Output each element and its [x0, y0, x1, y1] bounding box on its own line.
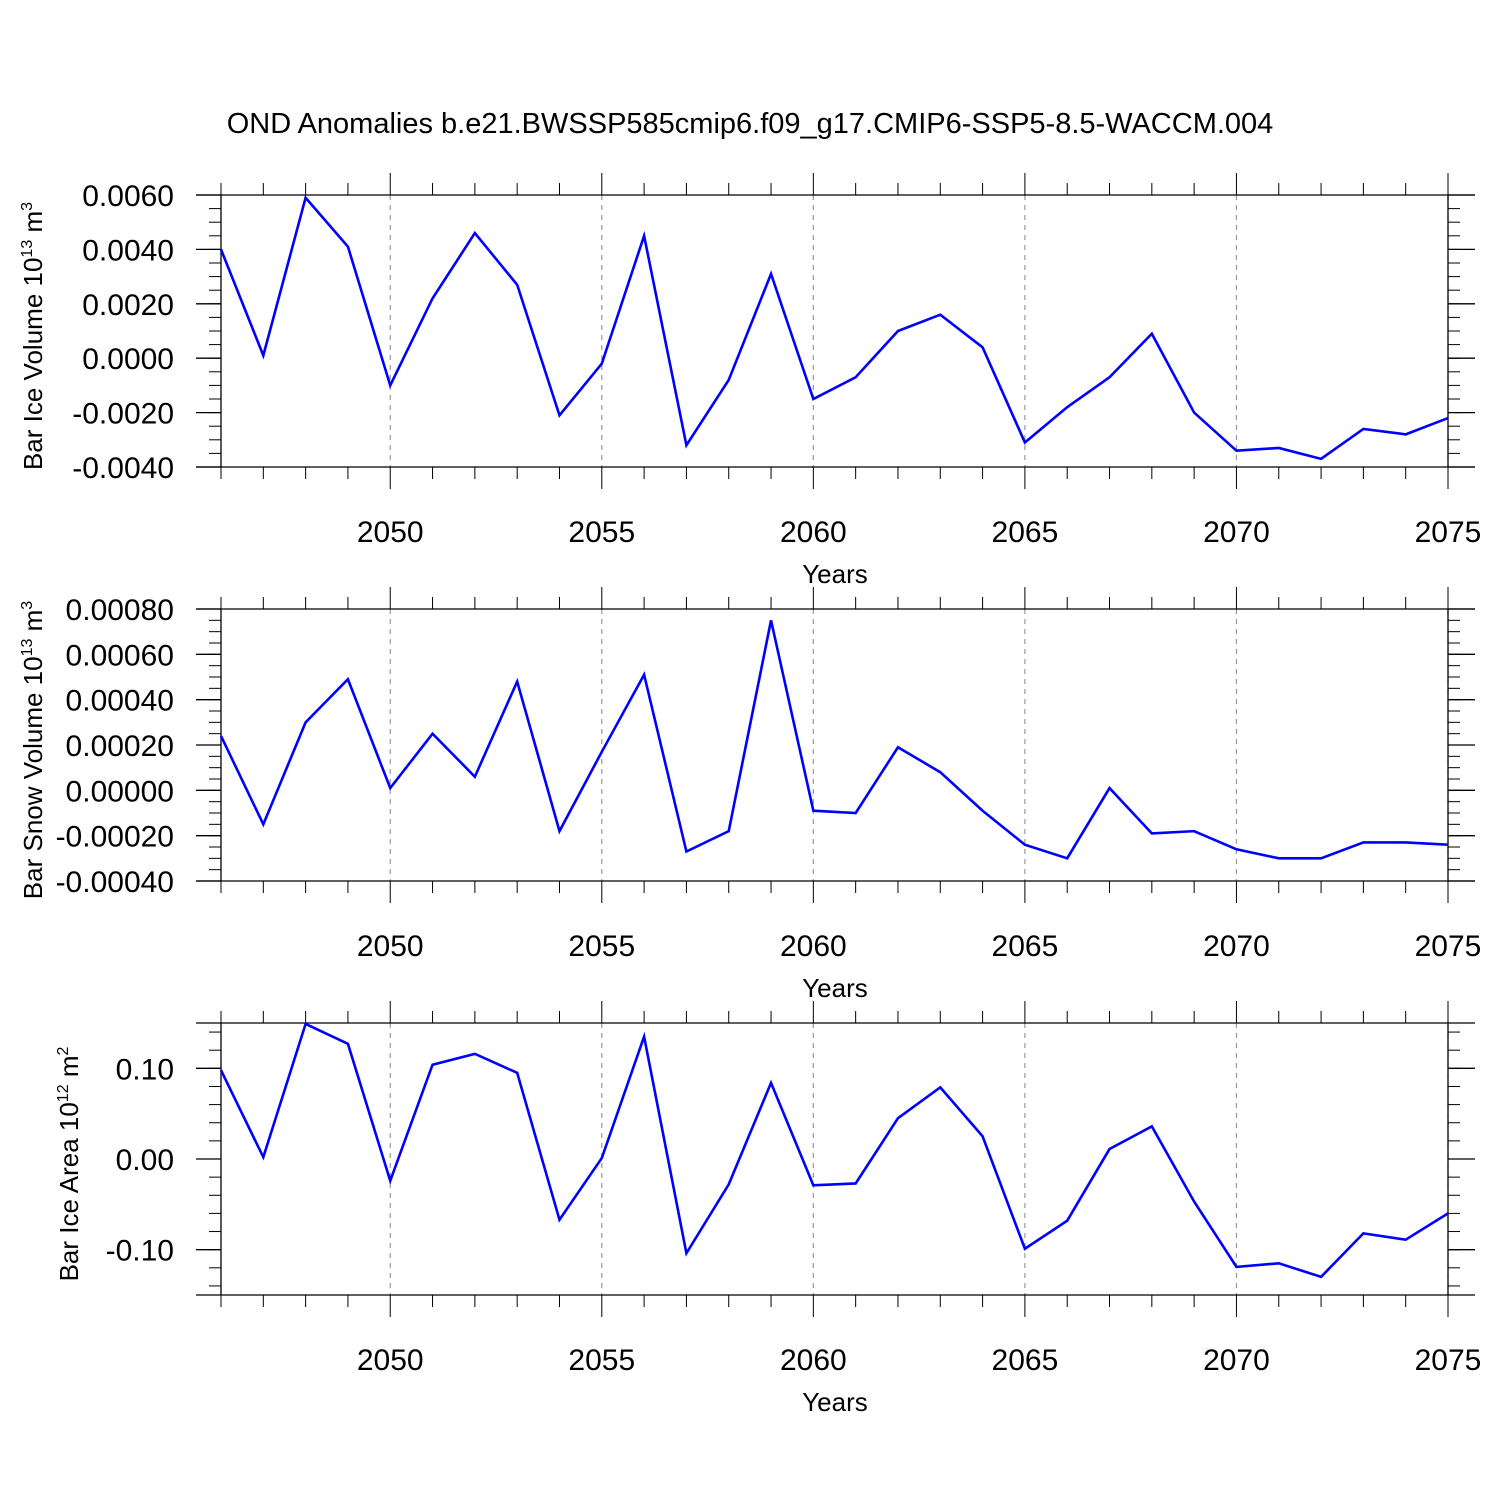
x-tick-label: 2075 — [1415, 1344, 1482, 1377]
x-tick-label: 2055 — [568, 930, 635, 963]
y-axis-title-superscript: 2 — [55, 1046, 72, 1055]
x-tick-label: 2055 — [568, 1344, 635, 1377]
x-tick-label: 2070 — [1203, 516, 1270, 549]
y-axis-title-part: m — [18, 610, 48, 639]
y-tick-label: -0.0020 — [72, 398, 174, 431]
y-axis-title: Bar Snow Volume 1013 m3 — [18, 601, 48, 900]
x-tick-label: 2060 — [780, 516, 847, 549]
x-tick-label: 2065 — [992, 1344, 1059, 1377]
x-tick-label: 2060 — [780, 1344, 847, 1377]
y-axis-title-superscript: 3 — [19, 601, 36, 610]
panel-ice-area: -0.10 0.00 0.10 2050 2055 2060 2065 2070 2075 Yea… — [54, 1001, 1481, 1417]
y-tick-label: -0.10 — [106, 1235, 174, 1268]
y-tick-label: -0.0040 — [72, 452, 174, 485]
y-tick-label: 0.00060 — [66, 639, 174, 672]
y-axis-title-part: m — [54, 1055, 84, 1084]
y-axis-title-part: m — [18, 211, 48, 240]
y-tick-label: 0.00080 — [66, 594, 174, 627]
y-tick-label: 0.0000 — [82, 343, 174, 376]
y-axis-title-superscript: 13 — [19, 240, 36, 258]
y-tick-label: 0.00000 — [66, 775, 174, 808]
y-tick-label: -0.00040 — [56, 866, 174, 899]
x-axis-title: Years — [802, 1387, 868, 1417]
y-tick-label: 0.00020 — [66, 730, 174, 763]
y-tick-label: 0.00 — [116, 1144, 174, 1177]
x-tick-label: 2070 — [1203, 930, 1270, 963]
x-tick-label: 2075 — [1415, 516, 1482, 549]
y-tick-label: -0.00020 — [56, 821, 174, 854]
y-tick-label: 0.10 — [116, 1053, 174, 1086]
x-axis-title: Years — [802, 973, 868, 1003]
x-tick-label: 2065 — [992, 930, 1059, 963]
panel-ice-volume: -0.0040 -0.0020 0.0000 0.0020 0.0040 0.0060 20… — [18, 173, 1481, 589]
x-tick-label: 2075 — [1415, 930, 1482, 963]
x-tick-label: 2055 — [568, 516, 635, 549]
y-tick-label: 0.0020 — [82, 289, 174, 322]
y-axis-title-superscript: 12 — [55, 1084, 72, 1102]
x-tick-label: 2050 — [357, 516, 424, 549]
y-tick-label: 0.0060 — [82, 180, 174, 213]
y-axis-title-part: Bar Ice Volume 10 — [18, 258, 48, 470]
y-axis-title: Bar Ice Volume 1013 m3 — [18, 202, 48, 470]
x-tick-label: 2065 — [992, 516, 1059, 549]
x-tick-label: 2050 — [357, 930, 424, 963]
y-axis-title-superscript: 3 — [19, 202, 36, 211]
y-axis-title-superscript: 13 — [19, 638, 36, 656]
x-tick-label: 2070 — [1203, 1344, 1270, 1377]
y-tick-label: 0.0040 — [82, 234, 174, 267]
y-tick-label: 0.00040 — [66, 685, 174, 718]
x-tick-label: 2050 — [357, 1344, 424, 1377]
panel-snow-volume: -0.00040 -0.00020 0.00000 0.00020 0.00040 0.0… — [18, 587, 1481, 1003]
series-line — [219, 195, 1449, 461]
series-line — [219, 620, 1449, 860]
x-axis-title: Years — [802, 559, 868, 589]
y-axis-title-part: Bar Snow Volume 10 — [18, 656, 48, 899]
y-axis-title-part: Bar Ice Area 10 — [54, 1102, 84, 1281]
chart-title: OND Anomalies b.e21.BWSSP585cmip6.f09_g1… — [227, 108, 1274, 140]
series-line — [219, 1022, 1449, 1279]
y-axis-title: Bar Ice Area 1012 m2 — [54, 1046, 84, 1281]
x-tick-label: 2060 — [780, 930, 847, 963]
